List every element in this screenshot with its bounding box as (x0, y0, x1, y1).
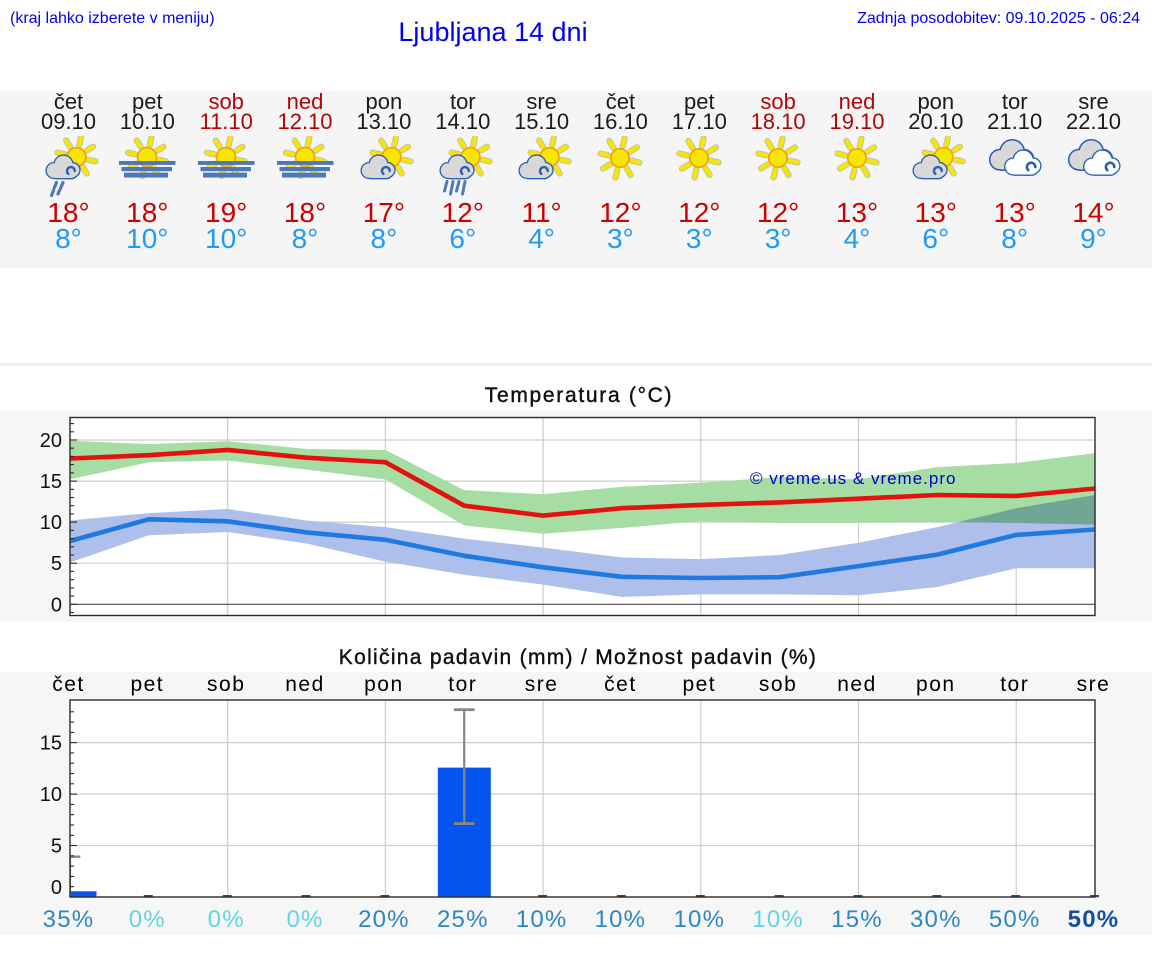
svg-text:5: 5 (51, 836, 62, 858)
svg-text:sre: sre (1077, 673, 1111, 696)
svg-text:30%: 30% (910, 906, 962, 933)
svg-text:0: 0 (51, 877, 62, 899)
svg-text:pet: pet (130, 673, 164, 696)
svg-text:15: 15 (40, 471, 62, 493)
svg-text:10: 10 (40, 784, 62, 806)
svg-text:35%: 35% (43, 906, 95, 933)
svg-text:10: 10 (40, 512, 62, 534)
svg-text:čet: čet (604, 673, 637, 696)
svg-text:50%: 50% (989, 906, 1041, 933)
svg-text:0%: 0% (208, 906, 245, 933)
svg-text:pon: pon (916, 673, 956, 696)
svg-text:tor: tor (448, 673, 477, 696)
svg-text:20: 20 (40, 430, 62, 452)
svg-text:15: 15 (40, 733, 62, 755)
svg-text:10%: 10% (516, 906, 568, 933)
svg-text:10%: 10% (673, 906, 725, 933)
svg-text:sre: sre (525, 673, 559, 696)
svg-text:0: 0 (51, 594, 62, 616)
svg-text:ned: ned (285, 673, 325, 696)
svg-text:ned: ned (837, 673, 877, 696)
svg-text:10%: 10% (595, 906, 647, 933)
svg-text:5: 5 (51, 553, 62, 575)
svg-text:0%: 0% (286, 906, 323, 933)
svg-text:tor: tor (1000, 673, 1029, 696)
svg-text:15%: 15% (831, 906, 883, 933)
svg-text:25%: 25% (437, 906, 489, 933)
svg-text:© vreme.us & vreme.pro: © vreme.us & vreme.pro (750, 469, 956, 488)
svg-text:0%: 0% (129, 906, 166, 933)
svg-text:20%: 20% (358, 906, 410, 933)
svg-text:10%: 10% (752, 906, 804, 933)
svg-text:pet: pet (682, 673, 716, 696)
svg-text:čet: čet (52, 673, 85, 696)
svg-text:pon: pon (364, 673, 404, 696)
svg-text:50%: 50% (1068, 906, 1120, 933)
svg-text:sob: sob (759, 673, 797, 696)
svg-text:sob: sob (207, 673, 245, 696)
